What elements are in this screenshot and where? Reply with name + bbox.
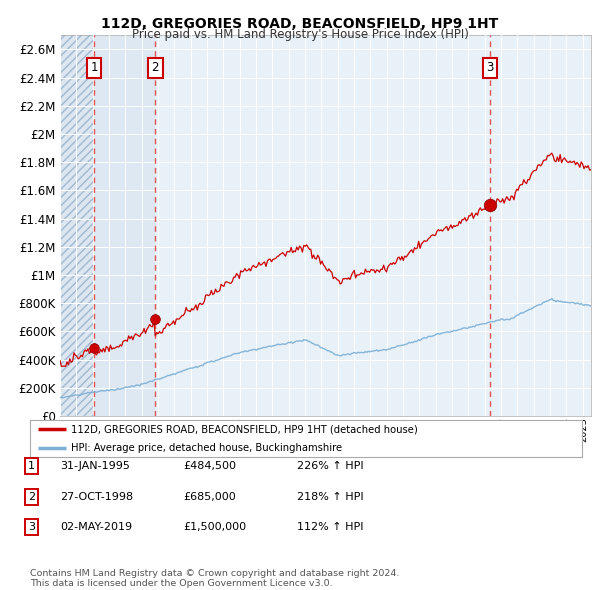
Text: 112D, GREGORIES ROAD, BEACONSFIELD, HP9 1HT: 112D, GREGORIES ROAD, BEACONSFIELD, HP9 … xyxy=(101,17,499,31)
Text: 2: 2 xyxy=(28,492,35,502)
Bar xyxy=(60,35,94,416)
Text: £484,500: £484,500 xyxy=(183,461,236,471)
Text: 2: 2 xyxy=(152,61,159,74)
Text: HPI: Average price, detached house, Buckinghamshire: HPI: Average price, detached house, Buck… xyxy=(71,443,343,453)
Text: 112% ↑ HPI: 112% ↑ HPI xyxy=(297,522,364,532)
Bar xyxy=(155,35,591,416)
Text: 1: 1 xyxy=(28,461,35,471)
Text: 27-OCT-1998: 27-OCT-1998 xyxy=(60,492,133,502)
Text: 218% ↑ HPI: 218% ↑ HPI xyxy=(297,492,364,502)
Text: Price paid vs. HM Land Registry's House Price Index (HPI): Price paid vs. HM Land Registry's House … xyxy=(131,28,469,41)
Text: 31-JAN-1995: 31-JAN-1995 xyxy=(60,461,130,471)
Text: 1: 1 xyxy=(90,61,98,74)
Text: 112D, GREGORIES ROAD, BEACONSFIELD, HP9 1HT (detached house): 112D, GREGORIES ROAD, BEACONSFIELD, HP9 … xyxy=(71,424,418,434)
Text: £1,500,000: £1,500,000 xyxy=(183,522,246,532)
Text: £685,000: £685,000 xyxy=(183,492,236,502)
Text: 3: 3 xyxy=(28,522,35,532)
Bar xyxy=(94,35,155,416)
Text: 3: 3 xyxy=(487,61,494,74)
Text: 02-MAY-2019: 02-MAY-2019 xyxy=(60,522,132,532)
Text: 226% ↑ HPI: 226% ↑ HPI xyxy=(297,461,364,471)
Text: Contains HM Land Registry data © Crown copyright and database right 2024.
This d: Contains HM Land Registry data © Crown c… xyxy=(30,569,400,588)
Bar xyxy=(60,35,94,416)
